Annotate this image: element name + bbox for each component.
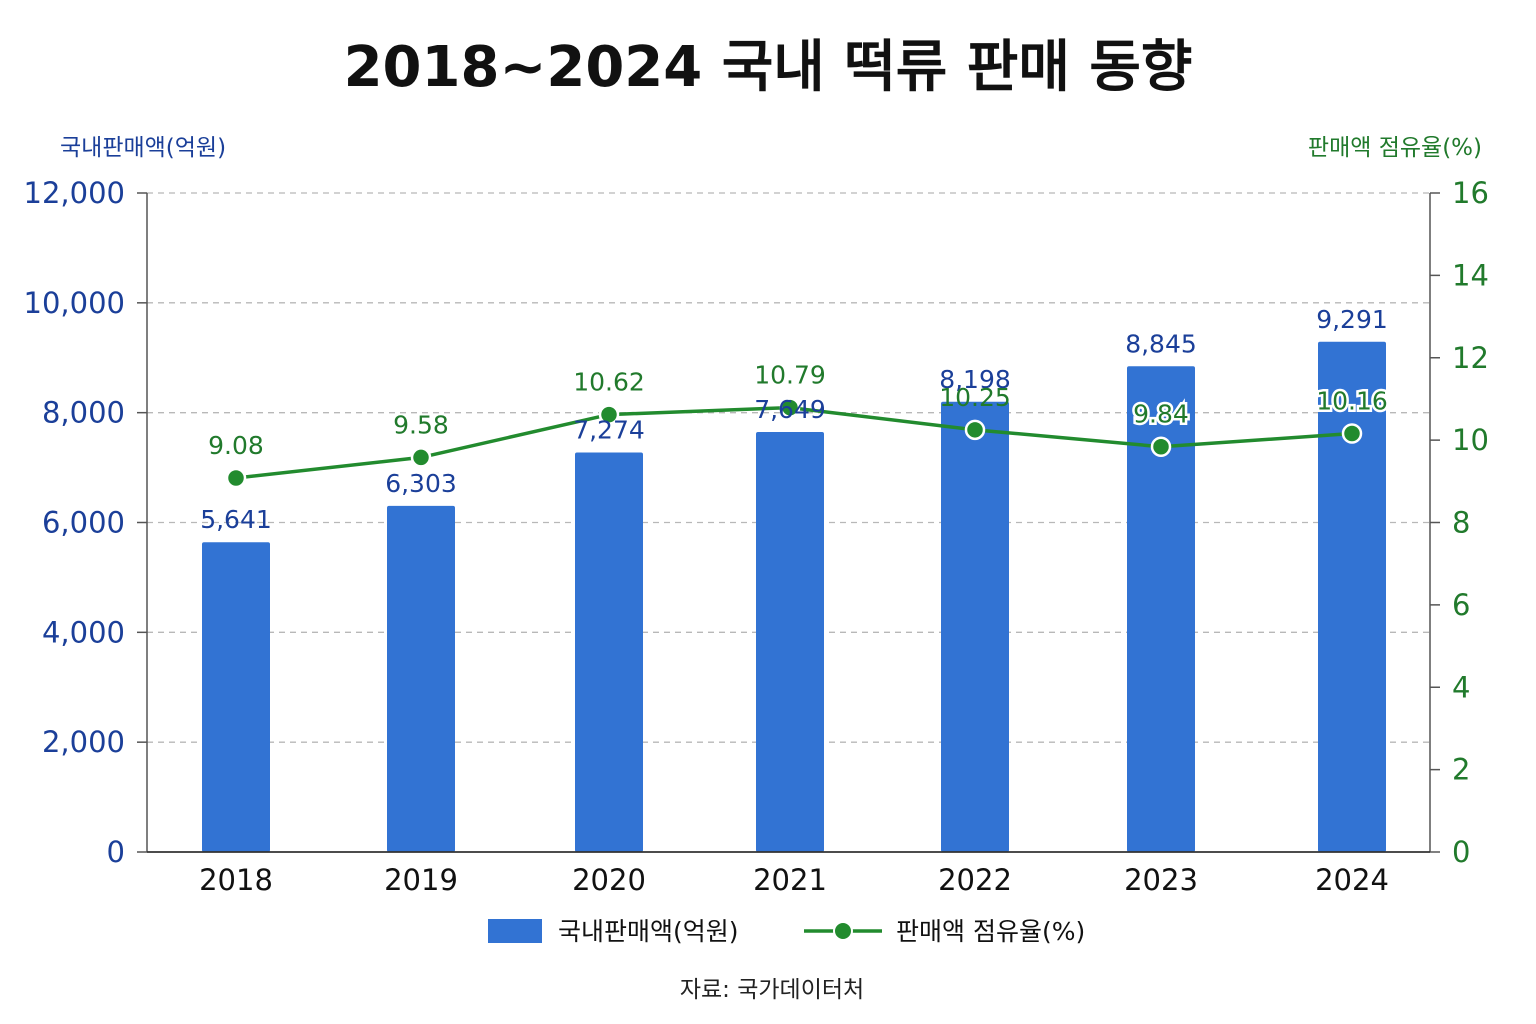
chart-title: 2018~2024 국내 떡류 판매 동향 [344, 35, 1193, 100]
bar-value-label: 8,845 [1125, 329, 1197, 358]
right-tick-label: 4 [1452, 670, 1470, 704]
bar-value-label: 7,274 [573, 416, 645, 445]
data-labels: 5,641 6,303 7,274 7,649 8,198 8,845 9,291 9.08 9… [200, 305, 1390, 534]
bar-value-label: 8,198 [939, 365, 1011, 394]
line-value-label: 10.16 [1316, 387, 1388, 416]
bar [575, 452, 643, 852]
right-tick-label: 10 [1452, 423, 1489, 457]
line-point [1150, 436, 1172, 457]
right-tick-label: 0 [1452, 835, 1470, 869]
line-value-label: 10.79 [754, 361, 826, 390]
line-value-label: 9.08 [208, 431, 264, 460]
right-tick-label: 16 [1452, 176, 1489, 210]
line-point [225, 467, 247, 489]
bar-value-label: 9,291 [1316, 305, 1388, 334]
left-tick-label: 12,000 [24, 176, 125, 210]
line-point [1341, 423, 1363, 444]
bar [202, 542, 270, 852]
bar [941, 401, 1009, 852]
bar [1318, 341, 1386, 852]
right-tick-label: 6 [1452, 588, 1470, 622]
x-tick-label: 2024 [1315, 863, 1389, 897]
bar [387, 505, 455, 852]
line-point [410, 447, 432, 468]
line-series [225, 397, 1363, 489]
left-tick-label: 0 [107, 835, 125, 869]
left-tick-label: 6,000 [42, 506, 125, 540]
right-tick-label: 14 [1452, 258, 1489, 292]
legend: 국내판매액(억원) 판매액 점유율(%) [488, 917, 1085, 946]
bar-value-label: 7,649 [754, 395, 826, 424]
x-tick-label: 2018 [199, 863, 273, 897]
line-value-label: 9.84 [1133, 400, 1189, 429]
legend-bar-label: 국내판매액(억원) [558, 917, 739, 946]
left-tick-label: 8,000 [42, 396, 125, 430]
bar-value-label: 5,641 [200, 505, 272, 534]
legend-line-label: 판매액 점유율(%) [896, 917, 1085, 946]
x-tick-label: 2023 [1124, 863, 1198, 897]
left-axis-title: 국내판매액(억원) [60, 135, 226, 161]
bar-value-label: 6,303 [385, 469, 457, 498]
line-point [598, 404, 620, 425]
left-tick-label: 2,000 [42, 725, 125, 759]
x-tick-label: 2021 [753, 863, 827, 897]
x-tick-label: 2020 [572, 863, 646, 897]
x-tick-label: 2019 [384, 863, 458, 897]
source-note: 자료: 국가데이터처 [680, 977, 864, 1003]
line-value-label: 10.25 [939, 383, 1011, 412]
line-point [964, 419, 986, 441]
right-axis-title: 판매액 점유율(%) [1308, 135, 1482, 161]
right-tick-label: 8 [1452, 506, 1470, 540]
right-tick-label: 12 [1452, 341, 1489, 375]
bar [756, 431, 824, 852]
x-tick-label: 2022 [938, 863, 1012, 897]
bar-series [202, 341, 1386, 852]
legend-line-marker [833, 921, 853, 941]
line-value-label: 9.58 [393, 410, 449, 439]
line-point [779, 397, 801, 418]
axes: 0 2,000 4,000 6,000 8,000 10,000 12,000 0 2 4 6 8 10… [24, 176, 1489, 897]
left-tick-label: 4,000 [42, 615, 125, 649]
right-tick-label: 2 [1452, 753, 1470, 787]
legend-bar-swatch [488, 919, 542, 943]
bar [1127, 366, 1195, 852]
line-value-label: 10.62 [573, 368, 645, 397]
left-tick-label: 10,000 [24, 286, 125, 320]
